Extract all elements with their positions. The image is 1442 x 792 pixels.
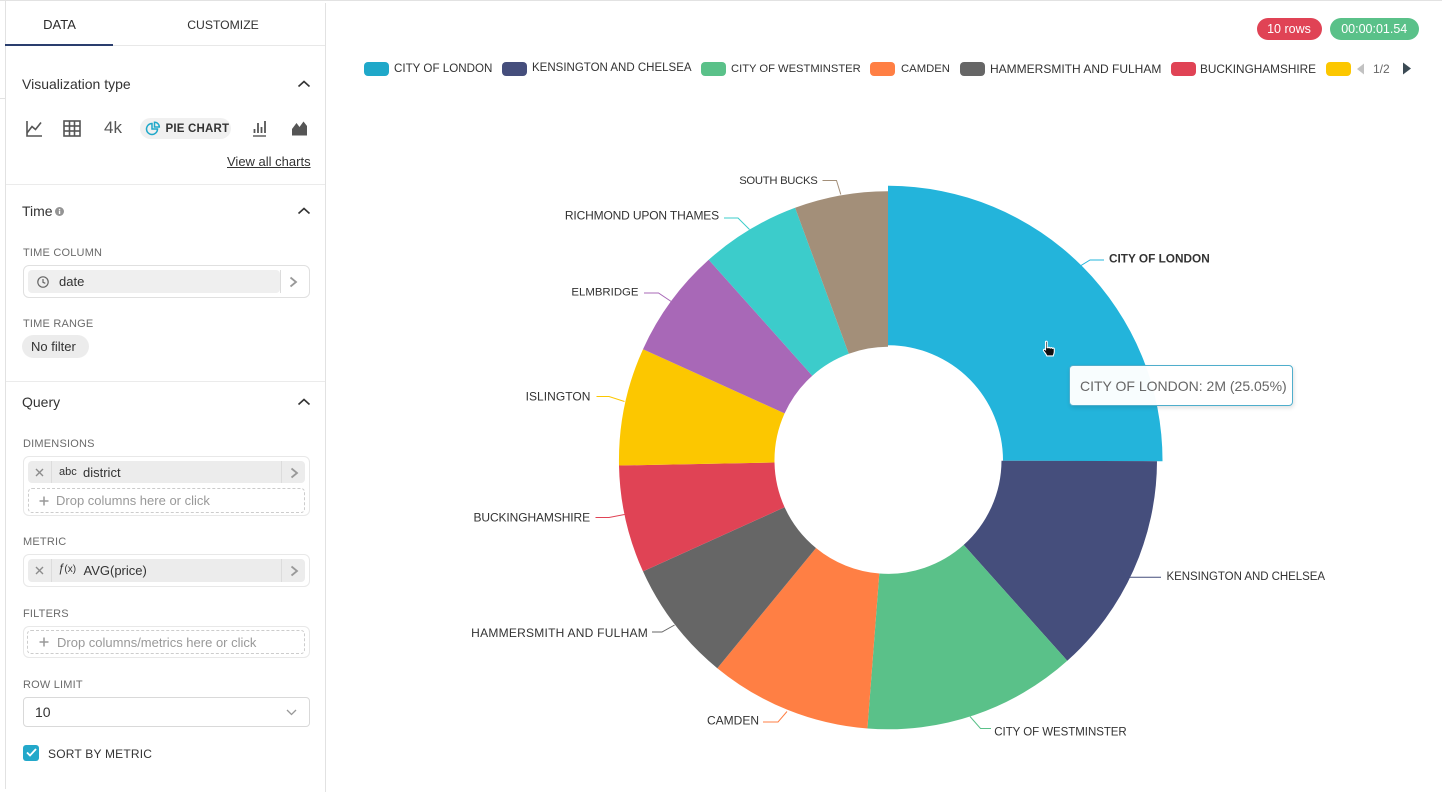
- svg-text:CITY OF LONDON: CITY OF LONDON: [1109, 252, 1210, 266]
- svg-text:KENSINGTON AND CHELSEA: KENSINGTON AND CHELSEA: [1167, 571, 1326, 583]
- svg-text:CITY OF WESTMINSTER: CITY OF WESTMINSTER: [994, 726, 1126, 738]
- svg-text:RICHMOND UPON THAMES: RICHMOND UPON THAMES: [565, 209, 719, 223]
- svg-text:HAMMERSMITH AND FULHAM: HAMMERSMITH AND FULHAM: [471, 626, 648, 640]
- svg-text:ISLINGTON: ISLINGTON: [526, 390, 591, 404]
- svg-text:CAMDEN: CAMDEN: [707, 714, 759, 728]
- svg-text:ELMBRIDGE: ELMBRIDGE: [571, 286, 638, 298]
- svg-text:SOUTH BUCKS: SOUTH BUCKS: [739, 175, 818, 187]
- svg-text:BUCKINGHAMSHIRE: BUCKINGHAMSHIRE: [473, 511, 590, 525]
